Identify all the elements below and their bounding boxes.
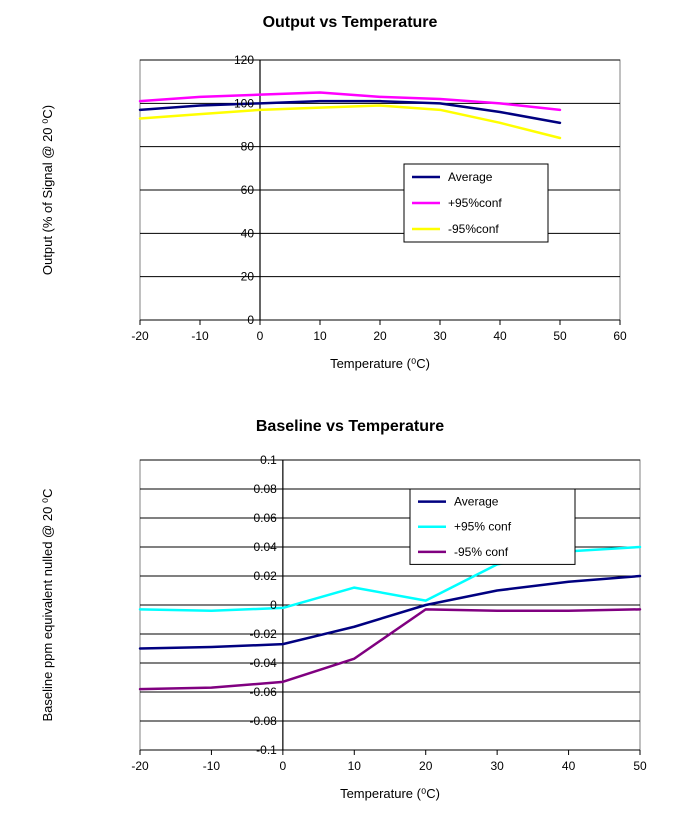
svg-text:-0.06: -0.06 bbox=[249, 685, 277, 699]
svg-text:0: 0 bbox=[247, 313, 254, 327]
page-root: Output vs Temperature -20-10010203040506… bbox=[0, 0, 700, 832]
svg-text:-10: -10 bbox=[191, 329, 209, 343]
svg-text:0: 0 bbox=[270, 598, 277, 612]
svg-text:Average: Average bbox=[448, 170, 493, 184]
svg-text:+95%conf: +95%conf bbox=[448, 196, 502, 210]
svg-text:-20: -20 bbox=[131, 329, 149, 343]
svg-text:10: 10 bbox=[313, 329, 327, 343]
svg-text:100: 100 bbox=[234, 96, 254, 110]
svg-text:Average: Average bbox=[454, 495, 499, 509]
svg-text:-0.1: -0.1 bbox=[256, 743, 277, 757]
svg-text:0.04: 0.04 bbox=[253, 540, 277, 554]
chart2-plot: -20 -10 0 10 20 30 40 50 -0.1 -0.08 -0.06 -0.04 -0.0… bbox=[0, 410, 700, 830]
svg-text:-0.08: -0.08 bbox=[249, 714, 277, 728]
svg-text:40: 40 bbox=[562, 759, 576, 773]
svg-text:Temperature (⁰C): Temperature (⁰C) bbox=[330, 356, 430, 371]
svg-text:0.06: 0.06 bbox=[253, 511, 277, 525]
svg-text:-10: -10 bbox=[203, 759, 221, 773]
svg-text:0.1: 0.1 bbox=[260, 453, 277, 467]
svg-text:20: 20 bbox=[419, 759, 433, 773]
svg-text:+95% conf: +95% conf bbox=[454, 520, 512, 534]
svg-text:-0.04: -0.04 bbox=[249, 656, 277, 670]
svg-text:60: 60 bbox=[241, 183, 255, 197]
svg-text:50: 50 bbox=[633, 759, 647, 773]
svg-text:120: 120 bbox=[234, 53, 254, 67]
svg-text:0.08: 0.08 bbox=[253, 482, 277, 496]
svg-text:-20: -20 bbox=[131, 759, 149, 773]
chart-output-vs-temperature: Output vs Temperature -20-10010203040506… bbox=[0, 0, 700, 390]
svg-text:-95%conf: -95%conf bbox=[448, 222, 499, 236]
svg-text:-95% conf: -95% conf bbox=[454, 545, 509, 559]
svg-text:Baseline ppm equivalent nulled: Baseline ppm equivalent nulled @ 20 ⁰C bbox=[40, 488, 55, 721]
svg-text:Output (% of Signal @ 20 ⁰C): Output (% of Signal @ 20 ⁰C) bbox=[40, 105, 55, 275]
svg-text:30: 30 bbox=[433, 329, 447, 343]
svg-text:-0.02: -0.02 bbox=[249, 627, 277, 641]
chart1-plot: -20 -10 0 10 20 30 40 50 60 0 20 40 60 80 100 120 Temper… bbox=[0, 0, 700, 390]
svg-text:Temperature (⁰C): Temperature (⁰C) bbox=[340, 786, 440, 801]
chart-baseline-vs-temperature: Baseline vs Temperature -20-100102030405… bbox=[0, 410, 700, 830]
svg-text:0: 0 bbox=[280, 759, 287, 773]
svg-text:30: 30 bbox=[490, 759, 504, 773]
svg-text:80: 80 bbox=[241, 140, 255, 154]
svg-text:40: 40 bbox=[241, 226, 255, 240]
svg-text:20: 20 bbox=[241, 270, 255, 284]
svg-text:20: 20 bbox=[373, 329, 387, 343]
svg-text:0: 0 bbox=[257, 329, 264, 343]
svg-text:60: 60 bbox=[613, 329, 627, 343]
svg-text:10: 10 bbox=[348, 759, 362, 773]
svg-text:40: 40 bbox=[493, 329, 507, 343]
svg-text:0.02: 0.02 bbox=[253, 569, 277, 583]
svg-text:50: 50 bbox=[553, 329, 567, 343]
